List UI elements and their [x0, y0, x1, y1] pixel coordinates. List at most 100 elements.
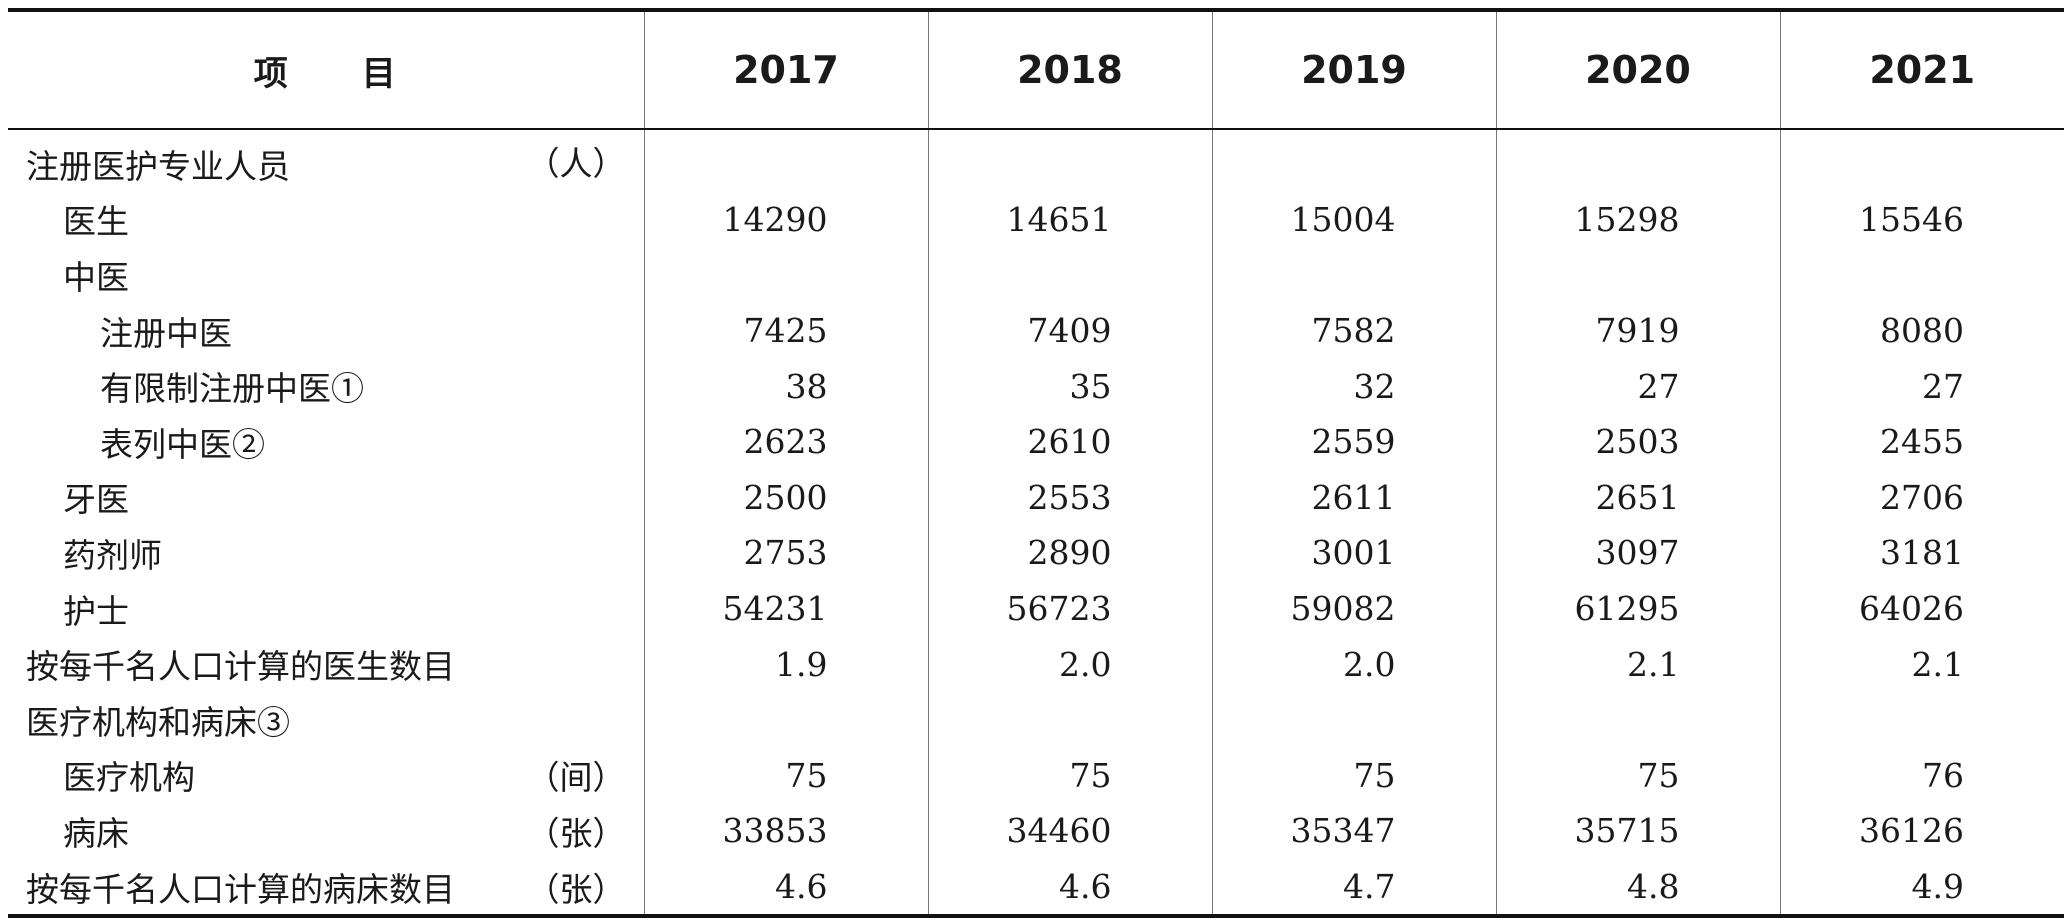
cell-value: 2553 — [927, 469, 1212, 526]
cell-value: 75 — [643, 747, 928, 804]
cell-value: 15546 — [1779, 191, 2064, 248]
table-row: 注册中医 7425 7409 7582 7919 8080 — [8, 302, 2064, 359]
table-row: 按每千名人口计算的医生数目 1.9 2.0 2.0 2.1 2.1 — [8, 636, 2064, 692]
header-year-2018: 2018 — [927, 10, 1212, 130]
cell-value: 2706 — [1779, 469, 2064, 526]
header-row: 项目 2017 2018 2019 2020 2021 — [8, 10, 2064, 130]
table-row: 表列中医② 2623 2610 2559 2503 2455 — [8, 413, 2064, 470]
cell-value: 54231 — [643, 580, 928, 637]
cell-value: 64026 — [1779, 580, 2064, 637]
row-unit: （张） — [526, 813, 626, 853]
row-label: 医疗机构 （间） — [8, 748, 644, 804]
row-label: 注册中医 — [100, 313, 232, 353]
row-label: 药剂师 — [63, 535, 162, 575]
cell-value: 2455 — [1779, 413, 2064, 470]
cell-value: 35347 — [1211, 803, 1496, 859]
cell-value: 35715 — [1495, 803, 1780, 859]
cell-value — [643, 129, 928, 192]
cell-value: 4.6 — [643, 858, 928, 917]
cell-value: 4.8 — [1495, 858, 1780, 917]
cell-value: 2890 — [927, 525, 1212, 581]
cell-value — [1211, 129, 1496, 192]
cell-value: 4.7 — [1211, 858, 1496, 917]
cell-value: 61295 — [1495, 580, 1780, 637]
row-unit: （张） — [526, 869, 626, 909]
cell-value: 2503 — [1495, 413, 1780, 470]
cell-value: 2559 — [1211, 413, 1496, 470]
cell-value: 8080 — [1779, 302, 2064, 359]
table-row: 医生 14290 14651 15004 15298 15546 — [8, 191, 2064, 248]
cell-value — [643, 247, 928, 303]
row-label: 医生 — [63, 202, 129, 242]
cell-value: 56723 — [927, 580, 1212, 637]
cell-value: 76 — [1779, 747, 2064, 804]
cell-value: 75 — [1211, 747, 1496, 804]
table-row: 牙医 2500 2553 2611 2651 2706 — [8, 469, 2064, 526]
cell-value — [1779, 247, 2064, 303]
cell-value — [1211, 691, 1496, 748]
cell-value — [643, 691, 928, 748]
cell-value: 36126 — [1779, 803, 2064, 859]
row-label: 护士 — [63, 591, 129, 631]
cell-value: 2500 — [643, 469, 928, 526]
cell-value: 7582 — [1211, 302, 1496, 359]
cell-value: 35 — [927, 358, 1212, 414]
cell-value: 7919 — [1495, 302, 1780, 359]
row-label: 注册医护专业人员 （人） — [8, 129, 644, 192]
cell-value: 14290 — [643, 191, 928, 248]
header-item: 项目 — [8, 10, 644, 130]
cell-value: 4.6 — [927, 858, 1212, 917]
table-row: 病床 （张） 33853 34460 35347 35715 36126 — [8, 803, 2064, 859]
cell-value — [927, 129, 1212, 192]
row-label: 表列中医② — [100, 424, 265, 464]
table-row: 有限制注册中医① 38 35 32 27 27 — [8, 358, 2064, 414]
cell-value: 15298 — [1495, 191, 1780, 248]
cell-value: 75 — [1495, 747, 1780, 804]
cell-value: 2.0 — [927, 636, 1212, 692]
cell-value — [1495, 129, 1780, 192]
cell-value: 38 — [643, 358, 928, 414]
cell-value — [1779, 691, 2064, 748]
table-row: 护士 54231 56723 59082 61295 64026 — [8, 580, 2064, 637]
cell-value: 14651 — [927, 191, 1212, 248]
cell-value: 7409 — [927, 302, 1212, 359]
table-row: 中医 — [8, 247, 2064, 303]
cell-value: 3181 — [1779, 525, 2064, 581]
row-label: 按每千名人口计算的医生数目 — [26, 647, 455, 687]
cell-value: 2.0 — [1211, 636, 1496, 692]
cell-value — [1779, 129, 2064, 192]
table-row: 医疗机构和病床③ — [8, 691, 2064, 748]
cell-value — [927, 247, 1212, 303]
cell-value — [1495, 247, 1780, 303]
cell-value: 1.9 — [643, 636, 928, 692]
cell-value: 34460 — [927, 803, 1212, 859]
cell-value: 2651 — [1495, 469, 1780, 526]
row-label: 病床 （张） — [8, 803, 644, 859]
row-label: 中医 — [63, 257, 129, 297]
header-year-2017: 2017 — [643, 10, 928, 130]
cell-value: 2610 — [927, 413, 1212, 470]
cell-value: 75 — [927, 747, 1212, 804]
cell-value: 27 — [1495, 358, 1780, 414]
cell-value: 4.9 — [1779, 858, 2064, 917]
header-year-2021: 2021 — [1779, 10, 2064, 130]
row-label: 按每千名人口计算的病床数目 （张） — [8, 859, 644, 917]
cell-value: 27 — [1779, 358, 2064, 414]
cell-value: 2.1 — [1779, 636, 2064, 692]
header-year-2019: 2019 — [1211, 10, 1496, 130]
cell-value: 2623 — [643, 413, 928, 470]
data-table: 项目 2017 2018 2019 2020 2021 注册医护专业人员 （人） … — [8, 8, 2064, 918]
cell-value: 2611 — [1211, 469, 1496, 526]
row-unit: （人） — [526, 143, 626, 183]
cell-value: 33853 — [643, 803, 928, 859]
cell-value: 2753 — [643, 525, 928, 581]
header-year-2020: 2020 — [1495, 10, 1780, 130]
row-label: 有限制注册中医① — [100, 369, 364, 409]
table-row: 药剂师 2753 2890 3001 3097 3181 — [8, 525, 2064, 581]
cell-value: 15004 — [1211, 191, 1496, 248]
cell-value — [1495, 691, 1780, 748]
row-label: 牙医 — [63, 480, 129, 520]
row-unit: （间） — [526, 758, 626, 798]
cell-value: 32 — [1211, 358, 1496, 414]
cell-value: 59082 — [1211, 580, 1496, 637]
